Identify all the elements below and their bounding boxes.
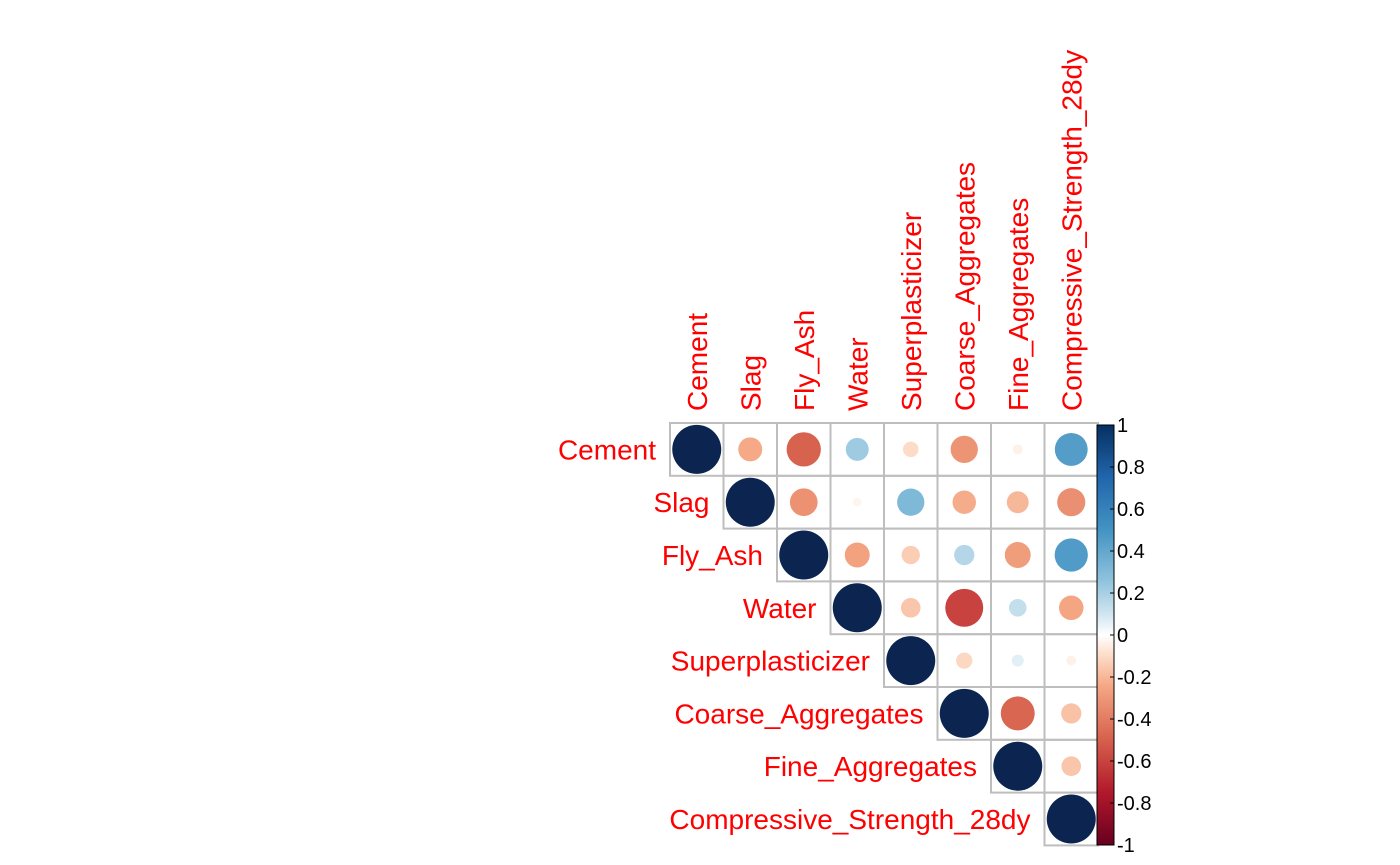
correlation-circle-Compressive_Strength_28dy-Compressive_Strength_28dy <box>1046 794 1096 844</box>
color-tick-label: 0.2 <box>1117 583 1145 605</box>
correlation-circle-Cement-Fly_Ash <box>786 432 821 467</box>
color-legend: 1 0.8 0.6 0.4 0.2 0 -0.2 -0.4 -0.6 -0.8 -1 <box>1096 415 1151 857</box>
color-tick-label: 1 <box>1117 415 1128 437</box>
row-label: Superplasticizer <box>671 646 870 677</box>
correlation-circle-Water-Water <box>832 583 882 633</box>
correlation-circle-Cement-Superplasticizer <box>903 441 919 458</box>
color-tick-label: 0.4 <box>1117 541 1145 563</box>
row-labels: Cement Slag Fly_Ash Water Superplasticizer Co… <box>558 434 1031 835</box>
color-tick-label: -1 <box>1117 835 1135 857</box>
correlation-circle-Fly_Ash-Superplasticizer <box>901 545 920 565</box>
correlation-circle-Fly_Ash-Fly_Ash <box>779 530 829 580</box>
correlation-circle-Fine_Aggregates-Compressive_Strength_28dy <box>1061 756 1082 776</box>
column-label: Superplasticizer <box>896 212 927 411</box>
column-label: Slag <box>735 355 766 411</box>
correlation-circle-Water-Coarse_Aggregates <box>945 588 984 627</box>
column-label: Water <box>842 337 873 411</box>
correlation-circle-Cement-Compressive_Strength_28dy <box>1054 432 1088 466</box>
column-label: Coarse_Aggregates <box>949 162 980 411</box>
correlation-circle-Fly_Ash-Fine_Aggregates <box>1004 542 1031 568</box>
correlation-circle-Slag-Fine_Aggregates <box>1006 491 1029 514</box>
correlation-circle-Cement-Coarse_Aggregates <box>950 435 978 464</box>
correlation-circle-Superplasticizer-Compressive_Strength_28dy <box>1066 655 1077 666</box>
correlation-circle-Superplasticizer-Superplasticizer <box>886 636 936 686</box>
correlation-circle-Cement-Slag <box>738 437 763 462</box>
row-label: Fine_Aggregates <box>764 751 977 782</box>
row-label: Cement <box>558 434 656 465</box>
correlation-circle-Coarse_Aggregates-Coarse_Aggregates <box>939 688 989 738</box>
correlation-circle-Cement-Cement <box>672 424 722 474</box>
column-labels: Cement Slag Fly_Ash Water Superplasticizer Co… <box>682 50 1088 411</box>
color-tick-label: -0.6 <box>1117 751 1151 773</box>
correlation-circle-Coarse_Aggregates-Compressive_Strength_28dy <box>1061 703 1082 724</box>
correlation-circle-Cement-Water <box>845 437 869 461</box>
color-tick-label: 0.8 <box>1117 457 1145 479</box>
correlation-circle-Cement-Fine_Aggregates <box>1012 444 1023 455</box>
correlation-circle-Fine_Aggregates-Fine_Aggregates <box>993 741 1043 791</box>
correlation-circle-Superplasticizer-Coarse_Aggregates <box>956 652 973 669</box>
correlation-circle-Water-Compressive_Strength_28dy <box>1059 595 1084 621</box>
column-label: Cement <box>682 313 713 411</box>
correlation-circle-Slag-Water <box>853 497 862 507</box>
correlation-circle-Slag-Compressive_Strength_28dy <box>1057 488 1086 517</box>
correlation-circle-Fly_Ash-Coarse_Aggregates <box>954 544 975 566</box>
row-label: Fly_Ash <box>662 540 763 571</box>
correlation-circle-Fly_Ash-Water <box>844 542 870 568</box>
correlation-grid <box>669 422 1099 847</box>
color-tick-label: -0.8 <box>1117 793 1151 815</box>
color-tick-label: 0 <box>1117 625 1128 647</box>
color-tick-label: 0.6 <box>1117 499 1145 521</box>
correlation-circle-Slag-Superplasticizer <box>897 488 925 516</box>
correlation-circle-Superplasticizer-Fine_Aggregates <box>1011 654 1024 667</box>
correlation-circle-Slag-Coarse_Aggregates <box>952 490 976 514</box>
correlation-circle-Slag-Fly_Ash <box>789 488 818 517</box>
correlation-circle-Water-Superplasticizer <box>900 598 921 618</box>
column-label: Compressive_Strength_28dy <box>1056 50 1087 411</box>
correlation-circle-Coarse_Aggregates-Fine_Aggregates <box>1000 696 1035 731</box>
correlation-circle-Fly_Ash-Compressive_Strength_28dy <box>1054 538 1088 572</box>
column-label: Fly_Ash <box>789 310 820 411</box>
column-label: Fine_Aggregates <box>1003 198 1034 411</box>
correlation-circle-Slag-Slag <box>725 477 775 527</box>
correlation-circle-Water-Fine_Aggregates <box>1008 598 1027 617</box>
color-tick-label: -0.2 <box>1117 667 1151 689</box>
color-tick-label: -0.4 <box>1117 709 1151 731</box>
row-label: Slag <box>653 487 709 518</box>
row-label: Coarse_Aggregates <box>674 698 923 729</box>
row-label: Water <box>743 593 817 624</box>
correlation-circles <box>672 424 1096 844</box>
row-label: Compressive_Strength_28dy <box>669 804 1030 835</box>
